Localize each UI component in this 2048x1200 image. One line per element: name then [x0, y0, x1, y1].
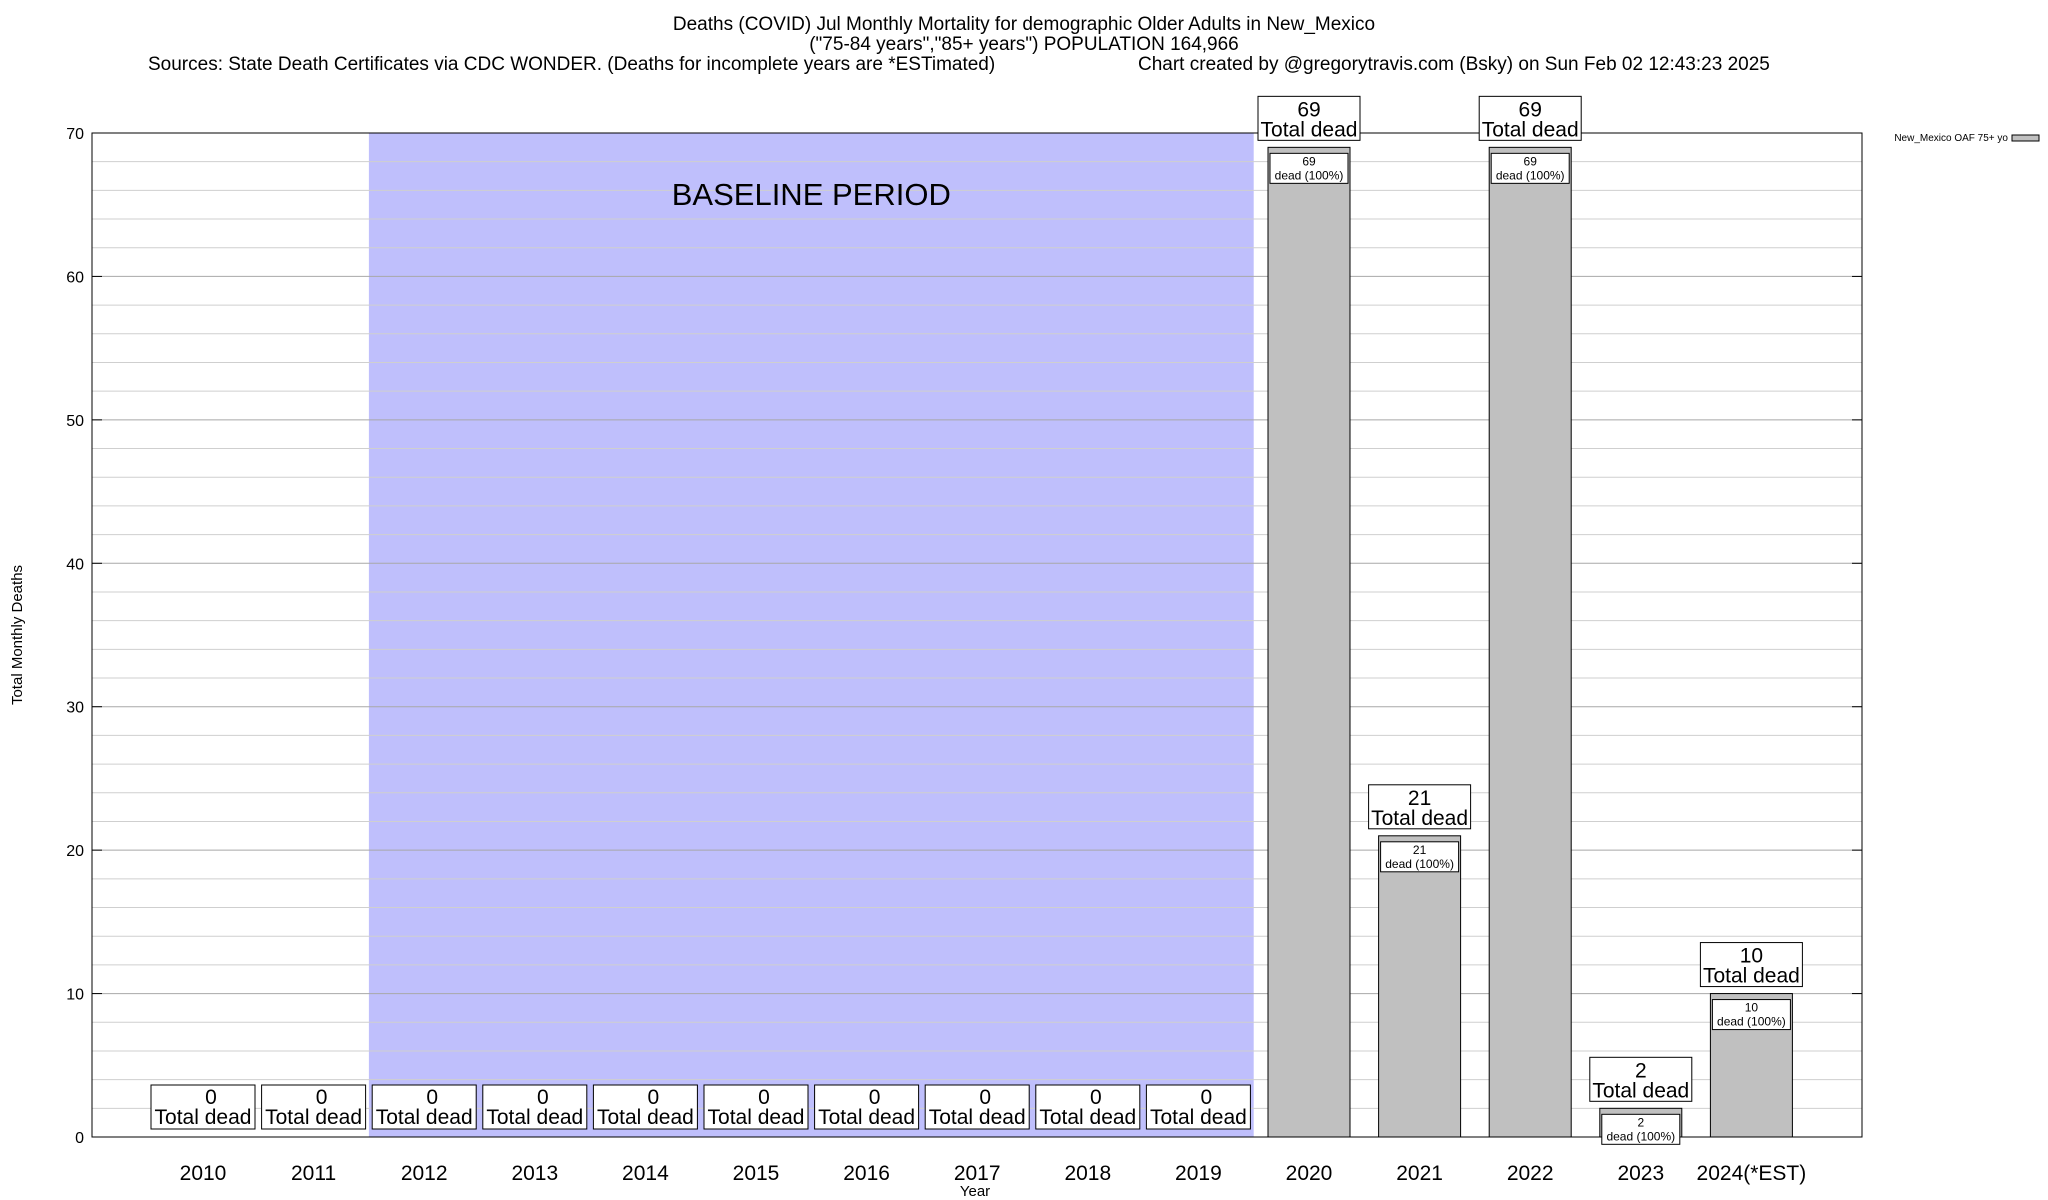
chart-title-line-2: ("75-84 years","85+ years") POPULATION 1… [809, 34, 1239, 55]
x-tick-label: 2023 [1617, 1162, 1664, 1185]
bar [1488, 146, 1572, 1138]
x-tick-label: 2021 [1396, 1162, 1443, 1185]
x-tick-label: 2024(*EST) [1697, 1162, 1807, 1185]
x-tick-label: 2014 [622, 1162, 669, 1185]
total-count-label: 10 [1740, 945, 1763, 968]
total-label-box [1257, 95, 1361, 141]
total-label-text: Total dead [265, 1106, 362, 1129]
bar-segment-count-label: 69 [1524, 154, 1538, 168]
y-axis-label: Total Monthly Deaths [9, 565, 26, 705]
bar-segment-count-label: 10 [1745, 1001, 1759, 1015]
x-tick-label: 2022 [1507, 1162, 1554, 1185]
total-label-text: Total dead [818, 1106, 915, 1129]
total-count-label: 0 [537, 1086, 549, 1109]
bar-segment-percent-label: dead (100%) [1385, 857, 1454, 871]
total-label-box [482, 1084, 588, 1130]
total-count-label: 2 [1635, 1059, 1647, 1082]
total-count-label: 0 [648, 1086, 660, 1109]
total-label-text: Total dead [1703, 965, 1800, 988]
y-tick-label: 20 [66, 843, 84, 860]
y-tick-label: 30 [66, 700, 84, 717]
x-tick-label: 2019 [1175, 1162, 1222, 1185]
y-tick-label: 50 [66, 413, 84, 430]
total-label-box [814, 1084, 920, 1130]
bar-segment-label-box [1601, 1113, 1681, 1145]
baseline-period-band [368, 133, 1254, 1137]
total-label-box [703, 1084, 809, 1130]
y-tick-label: 70 [66, 126, 84, 143]
bar [1378, 835, 1462, 1138]
bar-segment-percent-label: dead (100%) [1496, 168, 1565, 182]
x-tick-label: 2012 [401, 1162, 448, 1185]
total-label-text: Total dead [708, 1106, 805, 1129]
total-label-box [924, 1084, 1030, 1130]
x-tick-label: 2018 [1064, 1162, 1111, 1185]
total-label-text: Total dead [1482, 118, 1579, 141]
y-tick-label: 10 [66, 987, 84, 1004]
x-tick-label: 2016 [843, 1162, 890, 1185]
bar-segment-count-label: 69 [1302, 154, 1316, 168]
total-count-label: 21 [1408, 787, 1431, 810]
legend-entry-label: New_Mexico OAF 75+ yo [1894, 133, 2008, 144]
total-count-label: 0 [316, 1086, 328, 1109]
chart-sources-note: Sources: State Death Certificates via CD… [148, 54, 996, 75]
total-count-label: 0 [869, 1086, 881, 1109]
total-count-label: 69 [1297, 98, 1320, 121]
total-label-text: Total dead [486, 1106, 583, 1129]
chart-title-line-1: Deaths (COVID) Jul Monthly Mortality for… [672, 14, 1376, 35]
total-count-label: 69 [1519, 98, 1542, 121]
x-axis-label: Year [960, 1183, 990, 1200]
total-label-box [150, 1084, 256, 1130]
y-tick-label: 0 [75, 1130, 84, 1147]
x-tick-label: 2020 [1286, 1162, 1333, 1185]
plot-border [91, 132, 1863, 1138]
bar-segment-label-box [1711, 999, 1791, 1031]
baseline-period-label: BASELINE PERIOD [672, 177, 951, 212]
total-label-text: Total dead [1592, 1079, 1689, 1102]
total-count-label: 0 [1090, 1086, 1102, 1109]
total-label-text: Total dead [1150, 1106, 1247, 1129]
total-label-text: Total dead [1371, 807, 1468, 830]
total-label-box [261, 1084, 367, 1130]
bar-segment-label-box [1380, 841, 1460, 873]
total-label-box [1368, 784, 1472, 830]
total-label-box [1478, 95, 1582, 141]
x-tick-label: 2010 [180, 1162, 227, 1185]
total-count-label: 0 [205, 1086, 217, 1109]
total-label-box [592, 1084, 698, 1130]
total-count-label: 0 [1201, 1086, 1213, 1109]
bar-segment-count-label: 21 [1413, 843, 1427, 857]
total-label-text: Total dead [1039, 1106, 1136, 1129]
bar-segment-percent-label: dead (100%) [1717, 1015, 1786, 1029]
total-label-box [371, 1084, 477, 1130]
total-label-box [1035, 1084, 1141, 1130]
bar-segment-percent-label: dead (100%) [1606, 1129, 1675, 1143]
y-tick-label: 40 [66, 556, 84, 573]
x-tick-label: 2011 [291, 1162, 336, 1185]
total-label-box [1589, 1056, 1693, 1102]
x-tick-label: 2015 [733, 1162, 780, 1185]
total-label-box [1699, 942, 1803, 988]
bar-segment-label-box [1490, 152, 1570, 184]
y-tick-label: 60 [66, 269, 84, 286]
total-label-text: Total dead [597, 1106, 694, 1129]
total-count-label: 0 [979, 1086, 991, 1109]
x-tick-label: 2017 [954, 1162, 1001, 1185]
bar [1267, 146, 1351, 1138]
total-label-text: Total dead [155, 1106, 252, 1129]
total-count-label: 0 [758, 1086, 770, 1109]
total-label-text: Total dead [929, 1106, 1026, 1129]
total-count-label: 0 [426, 1086, 438, 1109]
bar-segment-percent-label: dead (100%) [1275, 168, 1344, 182]
total-label-text: Total dead [1261, 118, 1358, 141]
bar-segment-label-box [1269, 152, 1349, 184]
legend-entry-swatch [2011, 134, 2040, 142]
x-tick-label: 2013 [511, 1162, 558, 1185]
chart-credit-note: Chart created by @gregorytravis.com (Bsk… [1138, 54, 1770, 75]
total-label-box [1145, 1084, 1251, 1130]
total-label-text: Total dead [376, 1106, 473, 1129]
bar-segment-count-label: 2 [1637, 1115, 1644, 1129]
